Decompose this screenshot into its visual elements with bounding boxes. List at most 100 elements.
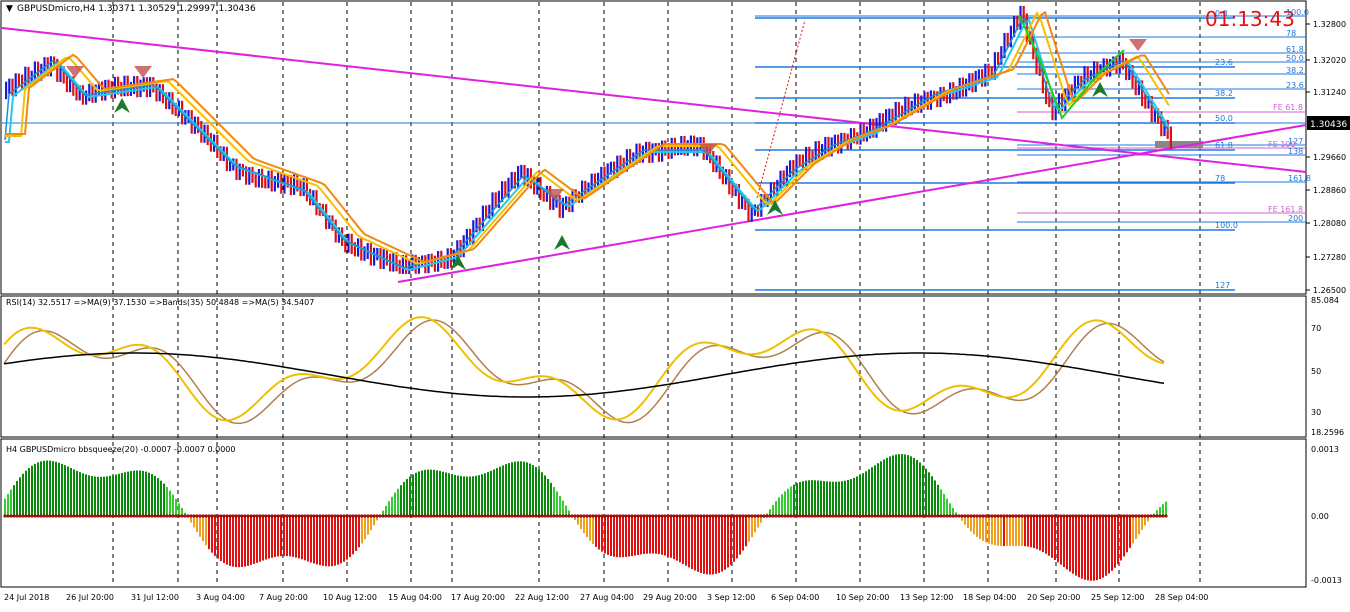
squeeze-dot xyxy=(408,514,411,517)
squeeze-bar xyxy=(601,516,603,552)
squeeze-bar xyxy=(739,516,741,555)
squeeze-bar xyxy=(475,476,477,516)
squeeze-bar xyxy=(202,516,204,541)
squeeze-bar xyxy=(82,473,84,516)
squeeze-dot xyxy=(33,514,36,517)
squeeze-bar xyxy=(124,472,126,516)
squeeze-dot xyxy=(816,514,819,517)
squeeze-bar xyxy=(43,461,45,516)
squeeze-bar xyxy=(139,471,141,516)
fib-label: 23.6 xyxy=(1286,81,1304,90)
price-bar xyxy=(440,251,442,268)
squeeze-bar xyxy=(1123,516,1125,556)
squeeze-dot xyxy=(1119,514,1122,517)
squeeze-bar xyxy=(157,478,159,516)
squeeze-bar xyxy=(481,474,483,516)
squeeze-dot xyxy=(681,514,684,517)
squeeze-dot xyxy=(321,514,324,517)
squeeze-dot xyxy=(636,514,639,517)
squeeze-dot xyxy=(309,514,312,517)
squeeze-bar xyxy=(919,463,921,516)
price-label: 1.28860 xyxy=(1313,186,1346,195)
squeeze-dot xyxy=(849,514,852,517)
squeeze-dot xyxy=(87,514,90,517)
squeeze-bar xyxy=(1078,516,1080,577)
squeeze-bar xyxy=(580,516,582,529)
squeeze-dot xyxy=(534,514,537,517)
chevron-down-icon[interactable]: ▼ xyxy=(6,4,13,14)
squeeze-dot xyxy=(348,514,351,517)
squeeze-panel[interactable] xyxy=(1,439,1306,587)
squeeze-dot xyxy=(861,514,864,517)
squeeze-bar xyxy=(658,516,660,554)
squeeze-bar xyxy=(223,516,225,563)
squeeze-bar xyxy=(730,516,732,565)
squeeze-bar xyxy=(682,516,684,564)
squeeze-bar xyxy=(697,516,699,572)
squeeze-bar xyxy=(619,516,621,557)
squeeze-bar xyxy=(388,501,390,516)
squeeze-bar xyxy=(1036,516,1038,549)
squeeze-dot xyxy=(174,514,177,517)
squeeze-bar xyxy=(304,516,306,560)
squeeze-bar xyxy=(736,516,738,558)
squeeze-dot xyxy=(774,514,777,517)
squeeze-bar xyxy=(883,459,885,516)
squeeze-dot xyxy=(51,514,54,517)
squeeze-bar xyxy=(100,477,102,516)
squeeze-dot xyxy=(285,514,288,517)
squeeze-dot xyxy=(237,514,240,517)
rsi-panel[interactable] xyxy=(1,296,1306,437)
squeeze-bar xyxy=(805,481,807,516)
squeeze-dot xyxy=(927,514,930,517)
squeeze-bar xyxy=(994,516,996,545)
squeeze-dot xyxy=(729,514,732,517)
squeeze-dot xyxy=(711,514,714,517)
squeeze-dot xyxy=(720,514,723,517)
squeeze-dot xyxy=(1011,514,1014,517)
time-label: 3 Aug 04:00 xyxy=(196,593,245,602)
squeeze-dot xyxy=(840,514,843,517)
squeeze-bar xyxy=(790,487,792,516)
squeeze-dot xyxy=(351,514,354,517)
squeeze-dot xyxy=(738,514,741,517)
squeeze-bar xyxy=(445,472,447,516)
squeeze-dot xyxy=(327,514,330,517)
squeeze-dot xyxy=(624,514,627,517)
squeeze-bar xyxy=(832,482,834,516)
current-price-label: 1.30436 xyxy=(1310,120,1347,130)
squeeze-bar xyxy=(1000,516,1002,546)
squeeze-dot xyxy=(1122,514,1125,517)
squeeze-bar xyxy=(340,516,342,563)
squeeze-dot xyxy=(894,514,897,517)
squeeze-dot xyxy=(615,514,618,517)
squeeze-bar xyxy=(670,516,672,558)
squeeze-bar xyxy=(259,516,261,562)
squeeze-dot xyxy=(714,514,717,517)
squeeze-dot xyxy=(591,514,594,517)
squeeze-bar xyxy=(310,516,312,562)
squeeze-bar xyxy=(613,516,615,557)
squeeze-dot xyxy=(702,514,705,517)
squeeze-dot xyxy=(678,514,681,517)
squeeze-bar xyxy=(286,516,288,556)
squeeze-dot xyxy=(9,514,12,517)
squeeze-bar xyxy=(19,477,21,516)
squeeze-bar xyxy=(1081,516,1083,579)
price-bar xyxy=(907,97,909,115)
squeeze-bar xyxy=(1135,516,1137,539)
squeeze-bar xyxy=(838,482,840,516)
squeeze-bar xyxy=(1075,516,1077,576)
squeeze-bar xyxy=(661,516,663,555)
squeeze-dot xyxy=(387,514,390,517)
squeeze-dot xyxy=(777,514,780,517)
squeeze-bar xyxy=(283,516,285,556)
squeeze-bar xyxy=(835,482,837,516)
squeeze-dot xyxy=(261,514,264,517)
squeeze-bar xyxy=(799,482,801,516)
squeeze-dot xyxy=(576,514,579,517)
squeeze-dot xyxy=(378,514,381,517)
